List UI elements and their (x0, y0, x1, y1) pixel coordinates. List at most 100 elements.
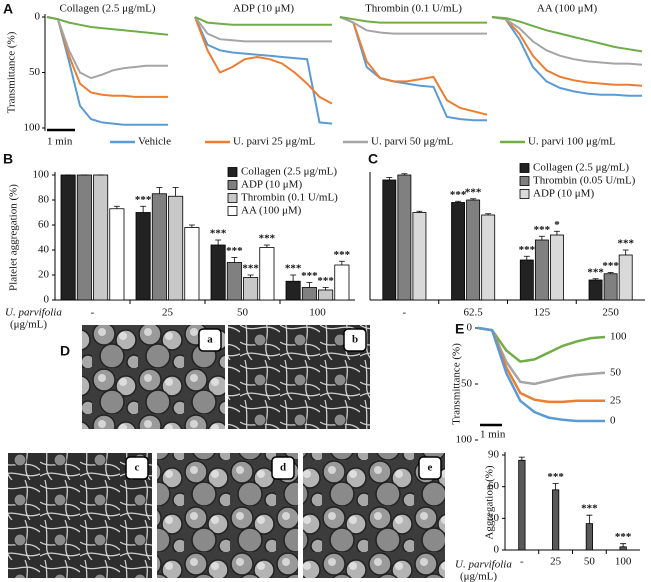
legend-swatch (227, 193, 238, 203)
legend-swatch (519, 163, 530, 173)
significance: *** (617, 238, 634, 250)
bar (334, 264, 350, 301)
legend-label: U. parvi 100 μg/mL (528, 136, 616, 148)
bar (318, 289, 334, 301)
x-axis-unit: (μg/mL) (460, 571, 497, 582)
image-label: a (207, 334, 213, 346)
trace (46, 16, 169, 36)
error-bar (386, 177, 393, 180)
legend-label: Thrombin (0.1 U/mL) (241, 192, 338, 204)
error-bar (622, 249, 629, 255)
significance: *** (285, 263, 302, 275)
bar (184, 227, 200, 301)
trace (339, 16, 487, 35)
bar (534, 239, 549, 301)
bar (412, 212, 427, 301)
bar (76, 174, 92, 301)
panel-label: A (3, 1, 13, 17)
bar (588, 279, 603, 301)
bar (518, 459, 526, 551)
error-bar (523, 255, 530, 260)
y-tick-label: 20 (38, 269, 50, 281)
panel-title: Thrombin (0.1 U/mL) (365, 3, 462, 15)
bar (519, 259, 534, 301)
error-bar (620, 543, 627, 547)
bar (93, 174, 109, 301)
image-label-box (125, 456, 149, 480)
x-tick-label: 62.5 (464, 307, 484, 319)
error-bar (485, 213, 492, 215)
trace (339, 16, 488, 116)
significance: *** (210, 228, 227, 240)
trace (46, 16, 168, 98)
x-axis-label: U. parvifolia (455, 559, 512, 571)
error-bar (401, 173, 408, 175)
legend-label: U. parvi 50 μg/mL (371, 136, 454, 148)
y-tick-label: 50 (29, 66, 41, 78)
y-tick-label: 100 (456, 434, 473, 446)
panel-label: D (60, 343, 70, 359)
x-axis-unit: (μg/mL) (10, 319, 47, 331)
bar (382, 179, 397, 301)
error-bar (416, 210, 423, 213)
bar (603, 273, 618, 301)
significance: *** (242, 263, 259, 275)
significance: *** (259, 233, 276, 245)
x-tick-label: 125 (534, 307, 551, 319)
x-tick-label: - (520, 556, 524, 568)
trace (339, 16, 487, 24)
bar (259, 247, 275, 301)
error-bar (518, 456, 525, 461)
bar (135, 212, 151, 301)
trace (491, 16, 643, 87)
error-bar (263, 244, 270, 248)
bar (285, 280, 301, 301)
legend-label: Collagen (2.5 μg/mL) (533, 162, 629, 174)
bar (481, 214, 496, 301)
error-bar (538, 235, 545, 240)
bar (397, 174, 412, 301)
x-tick-label: 25 (162, 307, 174, 319)
trace (194, 16, 333, 125)
trace (194, 16, 332, 43)
trace (339, 16, 487, 122)
trace (491, 16, 642, 97)
significance: *** (534, 224, 551, 236)
error-bar (231, 257, 238, 263)
bar (151, 193, 167, 301)
y-tick-label: 100 (24, 122, 41, 134)
panel-label: C (368, 151, 378, 167)
error-bar (322, 287, 329, 290)
significance: *** (301, 270, 318, 282)
legend-swatch (227, 180, 238, 190)
legend-label: Collagen (2.5 μg/mL) (241, 166, 337, 178)
x-tick-label: 50 (584, 556, 596, 568)
significance: *** (602, 260, 619, 272)
x-tick-label: 100 (309, 307, 326, 319)
y-tick-label: 50 (461, 378, 473, 390)
image-label: c (135, 462, 140, 474)
bar (210, 244, 226, 301)
error-bar (470, 198, 477, 200)
panel-label: B (3, 151, 13, 167)
significance: *** (450, 189, 467, 201)
significance: *** (519, 244, 536, 256)
panel-label: E (455, 321, 464, 337)
x-tick-label: 100 (615, 556, 632, 568)
y-tick-label: 0 (467, 322, 473, 334)
bar (109, 208, 125, 301)
line-end-label: 0 (610, 414, 616, 426)
x-tick-label: 25 (550, 556, 562, 568)
significance: *** (587, 266, 604, 278)
y-axis-label: Platelet aggregation (%) (8, 184, 20, 291)
significance: *** (465, 186, 482, 198)
bar (226, 262, 242, 301)
legend-swatch (519, 189, 530, 199)
error-bar (552, 483, 559, 490)
error-bar (586, 514, 593, 524)
image-label: e (428, 462, 433, 474)
y-tick-label: 100 (33, 169, 50, 181)
y-axis-label: Transmittance (%) (6, 31, 18, 113)
significance: *** (581, 503, 598, 515)
